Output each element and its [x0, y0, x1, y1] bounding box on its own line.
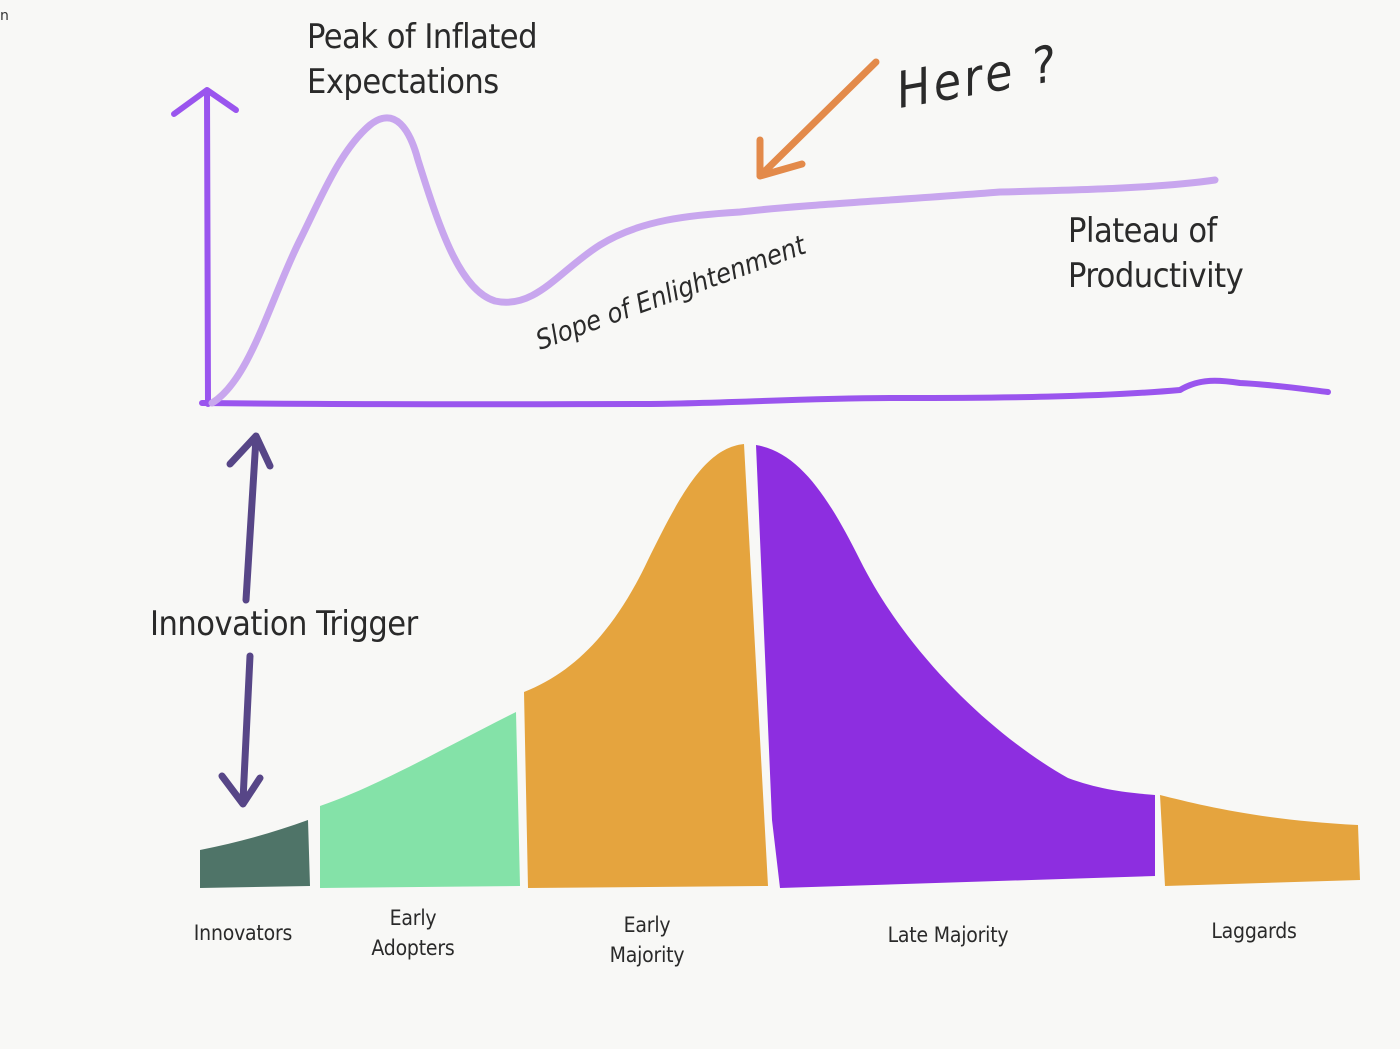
corner-mark: n	[0, 8, 9, 24]
category-label-early-adopters-line2: Adopters	[371, 936, 454, 960]
x-axis	[199, 377, 1331, 408]
here-annotation: Here ?	[756, 34, 1063, 180]
category-label-early-majority-line2: Majority	[610, 943, 685, 967]
here-label: Here ?	[892, 34, 1063, 120]
category-label-laggards: Laggards	[1211, 919, 1296, 943]
plateau-label-line2: Productivity	[1068, 256, 1244, 296]
early-adopters-segment	[320, 712, 520, 888]
category-labels: Innovators Early Adopters Early Majority…	[194, 906, 1297, 967]
peak-label-line2: Expectations	[307, 62, 499, 102]
hype-cycle-axes	[171, 87, 1331, 408]
innovators-segment	[200, 820, 310, 888]
peak-label-line1: Peak of Inflated	[307, 17, 537, 57]
trigger-arrow-up	[226, 432, 274, 604]
y-axis-arrowhead	[171, 87, 239, 117]
trigger-arrow-down	[218, 652, 264, 808]
adoption-curve	[200, 444, 1360, 888]
trigger-label: Innovation Trigger	[150, 604, 419, 644]
category-label-early-adopters-line1: Early	[390, 906, 437, 930]
here-arrow	[756, 58, 880, 180]
category-label-early-majority-line1: Early	[624, 913, 671, 937]
category-label-innovators: Innovators	[194, 921, 292, 945]
y-axis	[204, 89, 211, 407]
category-label-late-majority: Late Majority	[888, 923, 1009, 947]
trigger-arrow	[218, 432, 274, 808]
slope-label: Slope of Enlightenment	[532, 230, 812, 357]
hype-cycle-curve	[208, 114, 1219, 407]
late-majority-segment	[756, 445, 1155, 888]
laggards-segment	[1160, 795, 1360, 886]
early-majority-segment	[524, 444, 768, 888]
plateau-label-line1: Plateau of	[1068, 211, 1219, 251]
